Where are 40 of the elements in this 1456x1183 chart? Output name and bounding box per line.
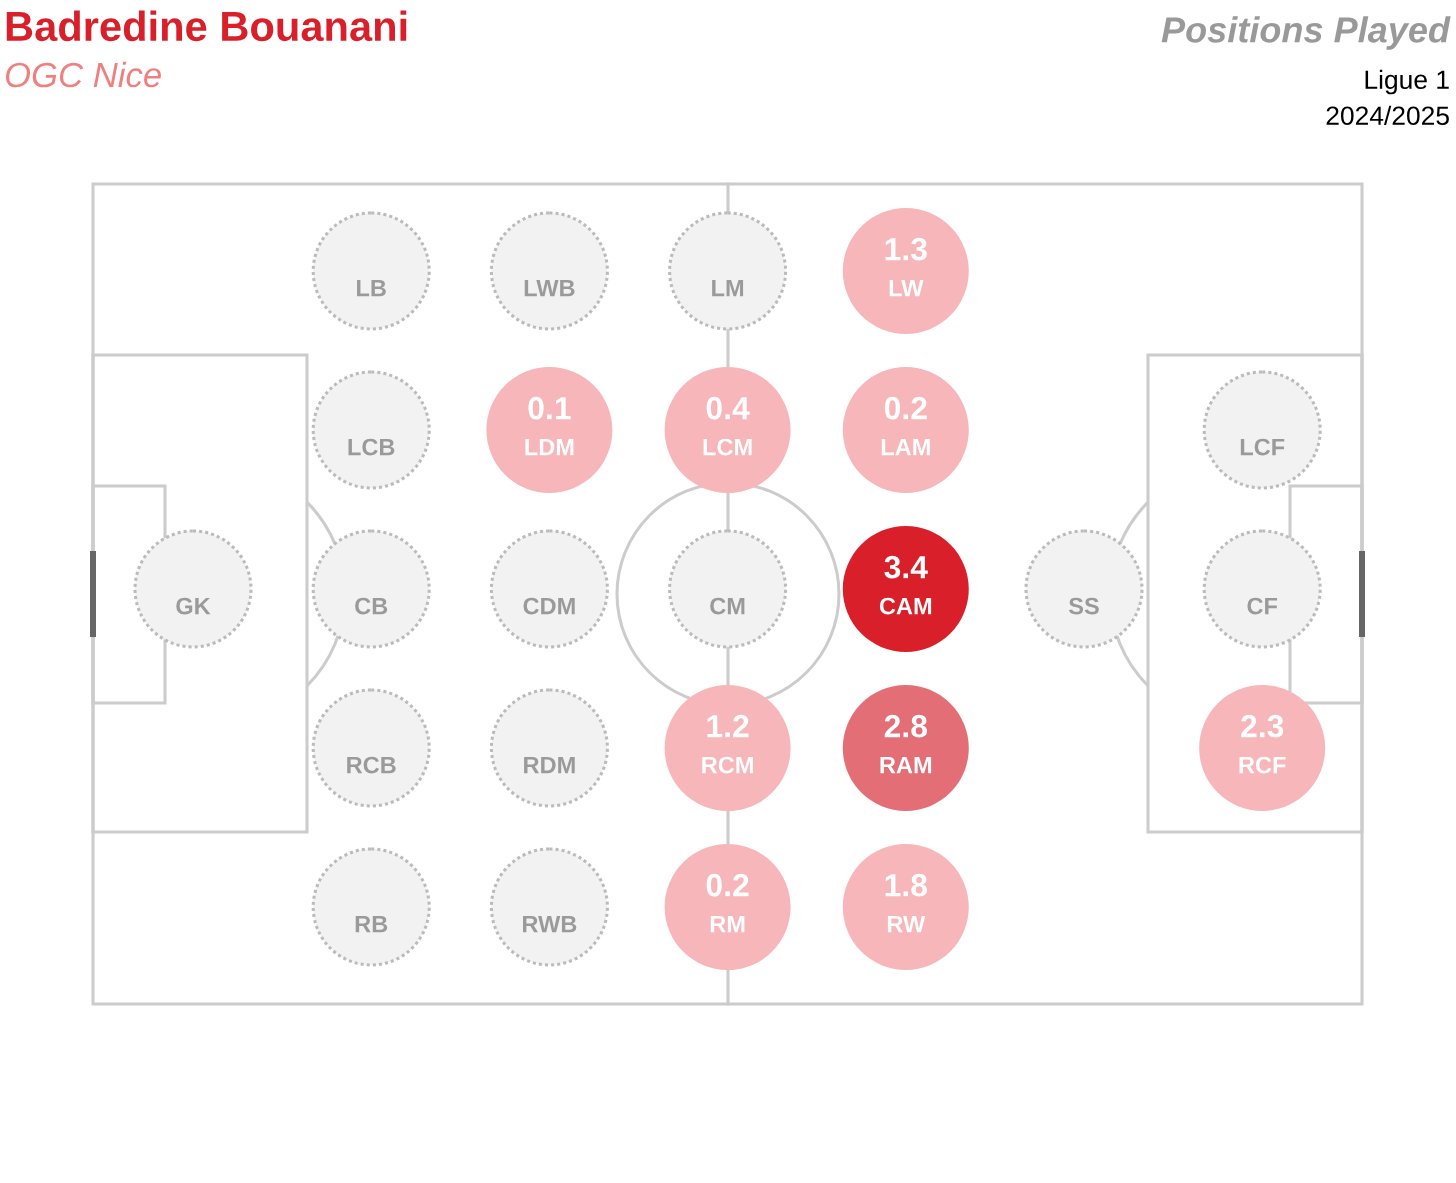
data-label: 3.4 <box>884 555 928 579</box>
category-label: CM <box>710 597 745 615</box>
category-label: RCB <box>347 756 396 774</box>
category-label: SS <box>1068 597 1099 615</box>
text: Positions Played <box>1161 16 1451 50</box>
category-label: LW <box>889 279 924 297</box>
category-label: RDM <box>524 756 575 774</box>
category-label: CB <box>355 597 388 615</box>
text: OGC Nice <box>5 61 161 88</box>
data-label: 1.8 <box>885 873 928 897</box>
category-label: CDM <box>523 597 575 615</box>
category-label: LCM <box>703 438 752 456</box>
category-label: LDM <box>525 438 574 456</box>
category-label: RAM <box>880 756 932 774</box>
category-label: RB <box>355 915 388 933</box>
category-label: GK <box>176 597 211 615</box>
category-label: RCF <box>1239 756 1286 774</box>
category-label: LM <box>712 279 744 297</box>
text: Ligue 1 <box>1365 69 1449 95</box>
category-label: LB <box>357 279 386 297</box>
category-label: RW <box>887 915 926 933</box>
category-label: LAM <box>881 438 930 456</box>
data-label: 0.2 <box>884 396 927 420</box>
category-label: RM <box>710 915 745 933</box>
text: Badredine Bouanani <box>6 10 407 42</box>
category-label: CF <box>1247 597 1278 615</box>
data-label: 0.4 <box>706 396 750 420</box>
data-label: 2.8 <box>884 714 928 738</box>
category-label: RWB <box>522 915 577 933</box>
data-label: 1.3 <box>885 237 927 261</box>
data-label: 0.2 <box>706 873 749 897</box>
data-label: 0.1 <box>528 396 571 420</box>
category-label: LCF <box>1240 438 1285 456</box>
category-label: LCB <box>348 438 395 456</box>
category-label: RCM <box>702 756 753 774</box>
category-label: CAM <box>879 597 932 615</box>
text: 2024/2025 <box>1326 105 1449 126</box>
data-label: 2.3 <box>1241 714 1284 738</box>
category-label: LWB <box>524 279 575 297</box>
data-label: 1.2 <box>707 714 749 738</box>
